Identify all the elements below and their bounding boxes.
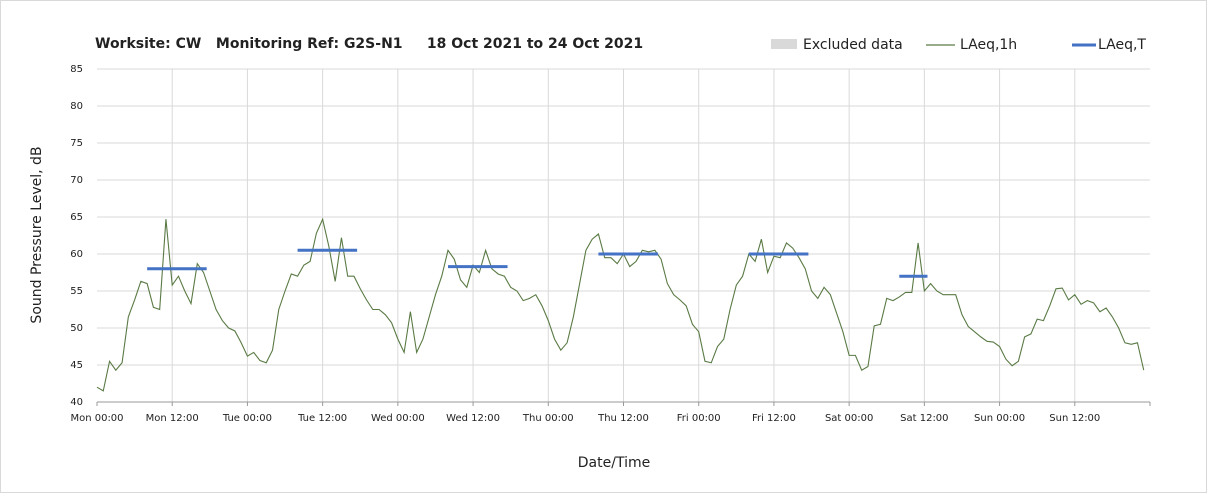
x-tick-label: Tue 00:00 <box>222 413 272 424</box>
chart-title: Worksite: CW Monitoring Ref: G2S-N1 18 O… <box>95 36 643 52</box>
x-tick-label: Sun 12:00 <box>1049 413 1100 424</box>
x-tick-label: Fri 00:00 <box>677 413 721 424</box>
x-tick-label: Sun 00:00 <box>974 413 1025 424</box>
x-tick-label: Mon 12:00 <box>146 413 199 424</box>
y-tick-label: 85 <box>70 64 83 75</box>
x-tick-label: Sat 12:00 <box>900 413 948 424</box>
y-tick-label: 80 <box>70 101 83 112</box>
x-tick-label: Thu 12:00 <box>597 413 649 424</box>
x-tick-label: Wed 00:00 <box>371 413 425 424</box>
x-axis-label: Date/Time <box>578 455 650 471</box>
x-tick-label: Tue 12:00 <box>297 413 347 424</box>
legend-label: LAeq,1h <box>960 37 1017 53</box>
data-line <box>96 217 1145 392</box>
x-tick-label: Wed 12:00 <box>446 413 500 424</box>
y-tick-label: 55 <box>70 286 83 297</box>
y-tick-label: 75 <box>70 138 83 149</box>
y-axis-label: Sound Pressure Level, dB <box>29 146 45 323</box>
y-tick-label: 40 <box>70 397 83 408</box>
y-tick-label: 45 <box>70 360 83 371</box>
legend-label: Excluded data <box>803 37 903 53</box>
x-tick-label: Thu 00:00 <box>522 413 574 424</box>
y-tick-label: 65 <box>70 212 83 223</box>
x-tick-label: Sat 00:00 <box>825 413 873 424</box>
x-tick-label: Fri 12:00 <box>752 413 796 424</box>
y-tick-label: 60 <box>70 249 83 260</box>
y-tick-label: 70 <box>70 175 83 186</box>
legend-label: LAeq,T <box>1098 37 1146 53</box>
legend-swatch <box>771 39 797 49</box>
y-tick-label: 50 <box>70 323 83 334</box>
x-tick-label: Mon 00:00 <box>70 413 123 424</box>
